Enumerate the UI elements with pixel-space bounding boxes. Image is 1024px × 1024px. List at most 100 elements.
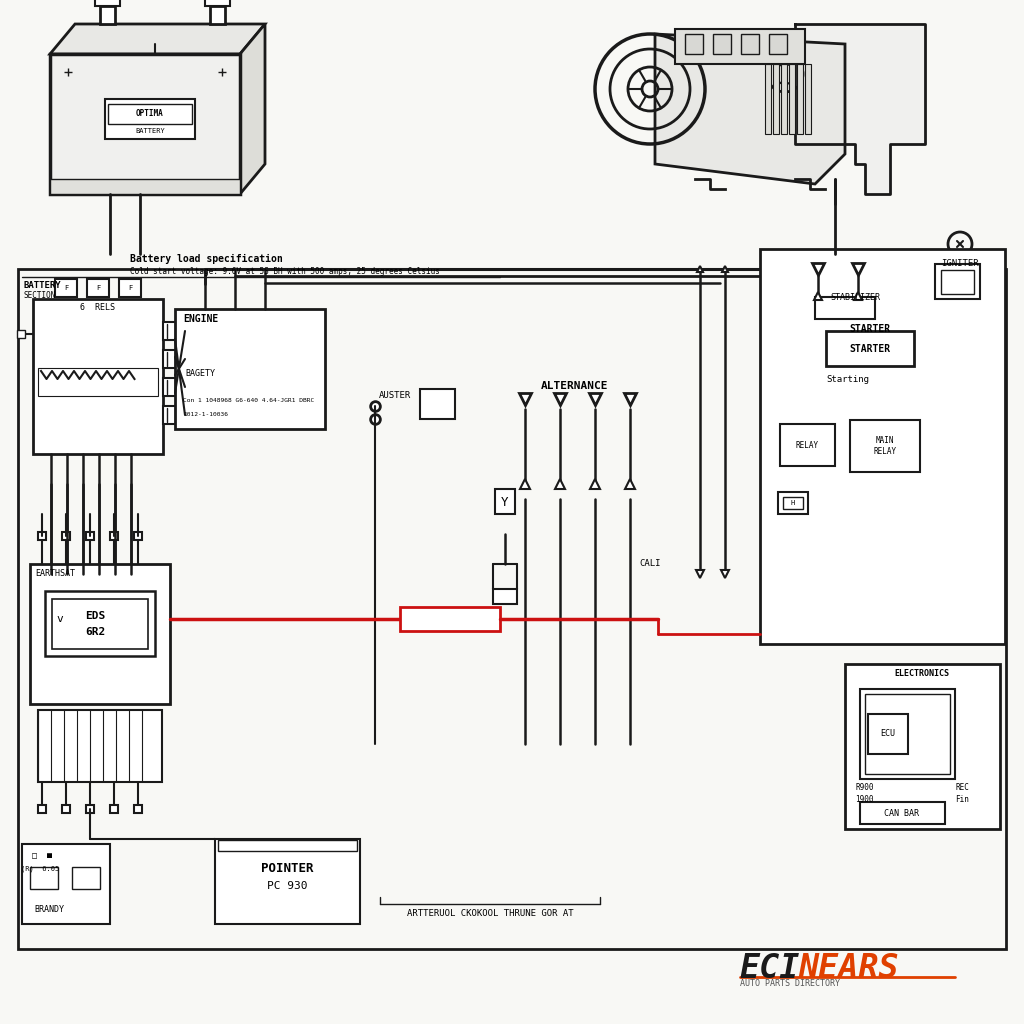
- Text: PC 930: PC 930: [266, 881, 307, 891]
- Text: Y: Y: [502, 496, 509, 509]
- Text: OPTIMA: OPTIMA: [136, 110, 164, 119]
- Polygon shape: [50, 24, 265, 54]
- Text: STABILIZER: STABILIZER: [830, 293, 880, 301]
- Bar: [163, 322, 185, 340]
- Text: BATTERY: BATTERY: [135, 128, 165, 134]
- Bar: [860, 689, 955, 779]
- Bar: [493, 589, 517, 604]
- Text: NEARS: NEARS: [798, 952, 899, 985]
- Text: STARTER: STARTER: [850, 324, 891, 334]
- Bar: [805, 63, 811, 134]
- Text: CAN BAR: CAN BAR: [885, 809, 920, 817]
- Bar: [218, 840, 357, 851]
- Text: ENGINE: ENGINE: [183, 314, 218, 324]
- Text: STARTER: STARTER: [850, 344, 891, 354]
- Text: ARTTERUOL CKOKOOL THRUNE GOR AT: ARTTERUOL CKOKOOL THRUNE GOR AT: [407, 909, 573, 919]
- Bar: [860, 802, 945, 824]
- Bar: [865, 694, 950, 774]
- Bar: [50, 54, 240, 194]
- Bar: [741, 34, 759, 54]
- Bar: [175, 309, 325, 429]
- Text: BRANDY: BRANDY: [34, 905, 63, 914]
- Bar: [38, 368, 158, 396]
- Bar: [30, 564, 170, 705]
- Text: Starting: Starting: [826, 375, 869, 384]
- Bar: [773, 63, 779, 134]
- Bar: [22, 844, 110, 924]
- Bar: [685, 34, 703, 54]
- Text: RELAY: RELAY: [796, 440, 818, 450]
- Bar: [30, 867, 58, 889]
- Bar: [163, 406, 185, 424]
- Bar: [72, 867, 100, 889]
- Bar: [87, 279, 109, 297]
- Text: 6  RELS: 6 RELS: [81, 302, 116, 311]
- Text: EDS: EDS: [85, 611, 105, 621]
- Polygon shape: [655, 34, 845, 184]
- Bar: [215, 839, 360, 924]
- Bar: [845, 664, 1000, 829]
- Bar: [45, 591, 155, 656]
- Text: IGNITER: IGNITER: [941, 259, 979, 268]
- Text: H: H: [791, 500, 795, 506]
- Text: ECU: ECU: [881, 729, 896, 738]
- Text: 1900: 1900: [855, 795, 873, 804]
- Bar: [400, 607, 500, 631]
- Text: 6R2: 6R2: [85, 627, 105, 637]
- Bar: [105, 99, 195, 139]
- Bar: [781, 63, 787, 134]
- Bar: [38, 710, 162, 782]
- Text: Con 1 1048968 G6-640 4.64-JGR1 DBRC: Con 1 1048968 G6-640 4.64-JGR1 DBRC: [183, 398, 314, 403]
- Text: ALTERNANCE: ALTERNANCE: [542, 381, 608, 391]
- Bar: [713, 34, 731, 54]
- Bar: [850, 420, 920, 472]
- Bar: [100, 6, 115, 24]
- Text: Fin: Fin: [955, 795, 969, 804]
- Bar: [495, 489, 515, 514]
- Bar: [826, 331, 914, 366]
- Bar: [18, 269, 1006, 949]
- Text: BAGETY: BAGETY: [185, 370, 215, 379]
- Bar: [769, 34, 787, 54]
- Text: ECI: ECI: [740, 952, 801, 985]
- Text: ELECTRONICS: ELECTRONICS: [895, 670, 949, 679]
- Bar: [50, 179, 240, 194]
- Polygon shape: [795, 24, 925, 194]
- Polygon shape: [240, 24, 265, 194]
- Bar: [95, 0, 120, 6]
- Bar: [778, 492, 808, 514]
- Bar: [783, 497, 803, 509]
- Bar: [765, 63, 771, 134]
- Text: v: v: [56, 614, 63, 624]
- Text: MAIN
RELAY: MAIN RELAY: [873, 436, 897, 456]
- Bar: [760, 249, 1005, 644]
- Text: Battery load specification: Battery load specification: [130, 254, 283, 264]
- Bar: [205, 0, 230, 6]
- Text: F: F: [128, 285, 132, 291]
- Bar: [780, 424, 835, 466]
- Text: POINTER: POINTER: [261, 862, 313, 876]
- Text: AUTO PARTS DIRECTORY: AUTO PARTS DIRECTORY: [740, 980, 840, 988]
- Text: CALI: CALI: [639, 559, 660, 568]
- Text: (R)  6.05: (R) 6.05: [20, 865, 59, 872]
- Text: SECTION: SECTION: [23, 292, 55, 300]
- Text: F: F: [96, 285, 100, 291]
- Bar: [119, 279, 141, 297]
- Text: R900: R900: [855, 782, 873, 792]
- Text: REC: REC: [955, 782, 969, 792]
- Bar: [790, 63, 795, 134]
- Bar: [935, 264, 980, 299]
- Text: □  ■: □ ■: [32, 852, 52, 860]
- Text: Cold start voltage: 9.6V at 5S BH with 500 amps, 25 degrees Celsius: Cold start voltage: 9.6V at 5S BH with 5…: [130, 267, 440, 276]
- Bar: [52, 599, 148, 649]
- Text: F: F: [63, 285, 69, 291]
- Bar: [163, 378, 185, 396]
- Bar: [33, 299, 163, 454]
- Bar: [55, 279, 77, 297]
- Bar: [108, 104, 193, 124]
- Text: AUSTER: AUSTER: [379, 391, 411, 400]
- Bar: [210, 6, 225, 24]
- Bar: [797, 63, 803, 134]
- Bar: [868, 714, 908, 754]
- Text: 1012-1-10036: 1012-1-10036: [183, 413, 228, 418]
